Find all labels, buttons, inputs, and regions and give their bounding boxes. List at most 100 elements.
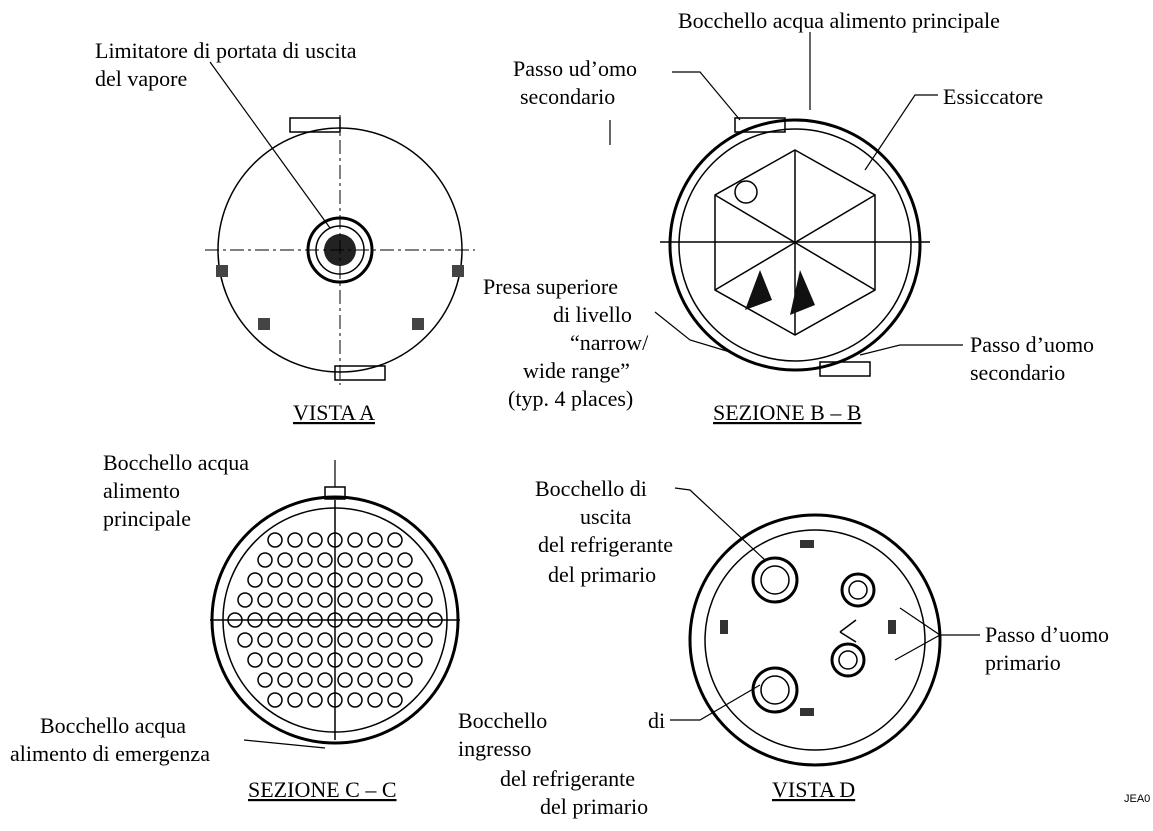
tube: [398, 673, 412, 687]
label-line: del primario: [540, 794, 648, 819]
tube: [268, 573, 282, 587]
tube: [318, 553, 332, 567]
tube: [278, 673, 292, 687]
label-line: Bocchello acqua: [40, 713, 186, 738]
label-line: del refrigerante: [538, 532, 673, 557]
tube: [378, 553, 392, 567]
label-line: Passo ud’omo: [513, 56, 637, 81]
tube: [348, 533, 362, 547]
tube: [408, 573, 422, 587]
label-line: alimento: [103, 478, 180, 503]
tube: [298, 593, 312, 607]
caption: VISTA D: [772, 777, 855, 802]
tube: [358, 593, 372, 607]
tube: [318, 633, 332, 647]
tube: [388, 573, 402, 587]
vista-d-drawing: [690, 515, 940, 765]
label-line: wide range”: [523, 358, 630, 383]
tube: [398, 633, 412, 647]
tube: [338, 633, 352, 647]
tube: [368, 573, 382, 587]
tube: [338, 673, 352, 687]
tube: [258, 673, 272, 687]
tube: [298, 553, 312, 567]
tube: [278, 553, 292, 567]
label-line: primario: [985, 650, 1061, 675]
tube: [338, 593, 352, 607]
tube: [258, 593, 272, 607]
label-line: Limitatore di portata di uscita: [95, 38, 357, 63]
tube: [298, 673, 312, 687]
label-line: del primario: [548, 562, 656, 587]
tube: [278, 633, 292, 647]
sezione-c-drawing: [210, 487, 460, 743]
tube: [348, 653, 362, 667]
tube: [298, 633, 312, 647]
tube: [268, 533, 282, 547]
tube: [308, 573, 322, 587]
label-line: del refrigerante: [500, 766, 635, 791]
label-line: principale: [103, 506, 191, 531]
captions: VISTA A SEZIONE B – B SEZIONE C – C VIST…: [248, 400, 1150, 805]
tube: [358, 673, 372, 687]
tube: [348, 693, 362, 707]
label-line: (typ. 4 places): [508, 386, 633, 411]
tube: [308, 653, 322, 667]
label-line: Bocchello acqua alimento principale: [678, 8, 1000, 33]
tube: [388, 693, 402, 707]
tube: [418, 593, 432, 607]
tube: [368, 533, 382, 547]
label-line: del vapore: [95, 66, 187, 91]
label-line: Bocchello: [458, 708, 547, 733]
tube: [338, 553, 352, 567]
tube: [358, 553, 372, 567]
caption: SEZIONE B – B: [713, 400, 862, 425]
tube: [268, 693, 282, 707]
caption: VISTA A: [293, 400, 375, 425]
tube: [248, 653, 262, 667]
tube: [238, 593, 252, 607]
label-line: ingresso: [458, 736, 531, 761]
label-line: “narrow/: [570, 330, 649, 355]
tube: [348, 573, 362, 587]
vista-a-drawing: [205, 115, 475, 385]
tube: [368, 653, 382, 667]
label-line: secondario: [970, 360, 1065, 385]
label-line: Passo d’uomo: [970, 332, 1094, 357]
label-line: di livello: [553, 302, 632, 327]
tube: [268, 653, 282, 667]
tube: [388, 533, 402, 547]
tube: [388, 653, 402, 667]
tube: [398, 553, 412, 567]
caption: SEZIONE C – C: [248, 777, 397, 802]
tube: [378, 633, 392, 647]
tube: [378, 593, 392, 607]
label-line: di: [648, 708, 665, 733]
tube: [278, 593, 292, 607]
label-line: alimento di emergenza: [10, 741, 210, 766]
labels: Limitatore di portata di uscita del vapo…: [10, 8, 1109, 819]
tube: [258, 553, 272, 567]
tube: [238, 633, 252, 647]
tube: [398, 593, 412, 607]
label-line: uscita: [580, 504, 632, 529]
label-line: secondario: [520, 84, 615, 109]
tube: [378, 673, 392, 687]
tube: [358, 633, 372, 647]
label-line: Essiccatore: [943, 84, 1043, 109]
label-line: Presa superiore: [483, 274, 618, 299]
tube: [308, 693, 322, 707]
label-line: Bocchello acqua: [103, 450, 249, 475]
tube: [408, 653, 422, 667]
tube: [288, 573, 302, 587]
tube: [258, 633, 272, 647]
tube: [368, 693, 382, 707]
drawing-code: JEA0: [1124, 793, 1150, 805]
tube: [318, 673, 332, 687]
sezione-b-drawing: [660, 118, 930, 376]
tube: [248, 573, 262, 587]
label-line: Passo d’uomo: [985, 622, 1109, 647]
diagram: Limitatore di portata di uscita del vapo…: [0, 0, 1153, 831]
tube: [288, 653, 302, 667]
tube: [418, 633, 432, 647]
